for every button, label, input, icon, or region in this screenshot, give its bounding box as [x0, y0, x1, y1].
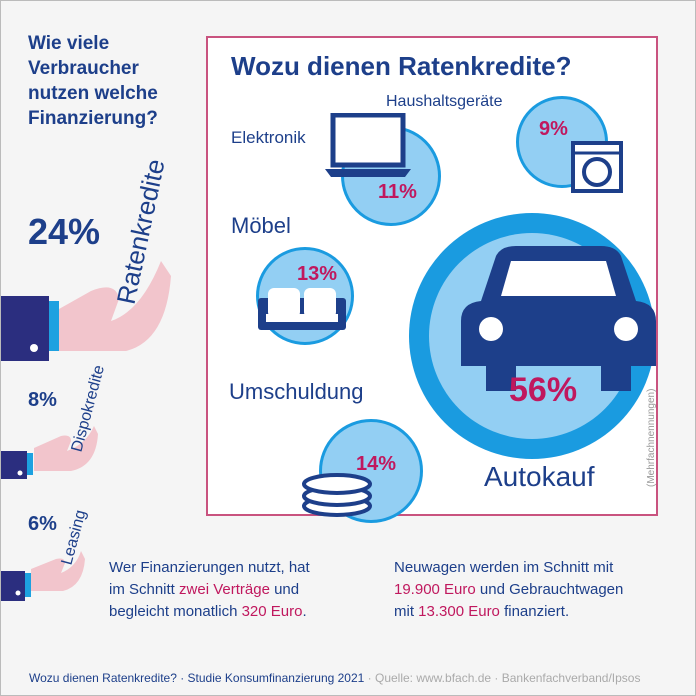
label-moebel: Möbel — [231, 213, 291, 238]
note-line: Neuwagen werden im Schnitt mit — [394, 559, 614, 576]
footer-title: Wozu dienen Ratenkredite? · Studie Konsu… — [29, 671, 365, 685]
label-haushaltsgeraete: Haushaltsgeräte — [386, 93, 503, 110]
text: mit — [394, 603, 419, 620]
value-haushaltsgeraete: 9% — [539, 118, 568, 140]
laptop-icon — [325, 113, 411, 177]
box-title: Wozu dienen Ratenkredite? — [231, 51, 572, 81]
label-umschuldung: Umschuldung — [229, 379, 364, 404]
note-line: 19.900 Euro und Gebrauchtwagen — [394, 579, 623, 601]
note-line: begleicht monatlich 320 Euro. — [109, 601, 310, 623]
note-line: mit 13.300 Euro finanziert. — [394, 601, 623, 623]
ratenkredite-value: 24% — [28, 211, 101, 252]
text: im Schnitt — [109, 581, 180, 598]
hand-ratenkredite-icon — [1, 261, 171, 361]
hand-leasing-icon — [1, 551, 85, 601]
left-title: Wie viele Verbraucher nutzen welche Fina… — [28, 31, 158, 131]
value-elektronik: 11% — [378, 181, 417, 203]
note-line: im Schnitt zwei Verträge und — [109, 579, 310, 601]
note-line: Wer Finanzierungen nutzt, hat — [109, 559, 310, 576]
value-umschuldung: 14% — [356, 453, 397, 475]
footer: Wozu dienen Ratenkredite? · Studie Konsu… — [29, 671, 640, 685]
text: und — [269, 581, 300, 598]
text: begleicht monatlich — [109, 603, 242, 620]
hand-dispokredite-icon — [1, 426, 98, 479]
sofa-icon — [258, 288, 346, 330]
multiple-answers-note: (Mehrfachnennungen) — [646, 388, 657, 487]
highlight: 13.300 Euro — [418, 603, 500, 620]
text: finanziert. — [499, 603, 570, 620]
note-right: Neuwagen werden im Schnitt mit 19.900 Eu… — [394, 557, 623, 623]
value-autokauf: 56% — [509, 371, 578, 409]
note-left: Wer Finanzierungen nutzt, hat im Schnitt… — [109, 557, 310, 623]
leasing-value: 6% — [28, 513, 57, 535]
highlight: 320 Euro — [241, 603, 303, 620]
highlight: zwei Verträge — [179, 581, 270, 598]
title-line: Wie viele — [28, 33, 110, 54]
hands-illustration — [1, 261, 171, 601]
value-moebel: 13% — [297, 263, 338, 285]
dispokredite-value: 8% — [28, 389, 57, 411]
label-elektronik: Elektronik — [231, 128, 306, 147]
footer-source: · Quelle: www.bfach.de · Bankenfachverba… — [364, 671, 641, 685]
label-autokauf: Autokauf — [484, 461, 595, 492]
washing-machine-icon — [571, 141, 623, 193]
title-line: Finanzierung? — [28, 108, 158, 129]
highlight: 19.900 Euro — [394, 581, 476, 598]
text: und Gebrauchtwagen — [475, 581, 624, 598]
car-icon — [461, 246, 656, 391]
text: . — [302, 603, 307, 620]
coins-icon — [302, 473, 372, 517]
title-line: Verbraucher — [28, 58, 139, 79]
title-line: nutzen welche — [28, 83, 158, 104]
